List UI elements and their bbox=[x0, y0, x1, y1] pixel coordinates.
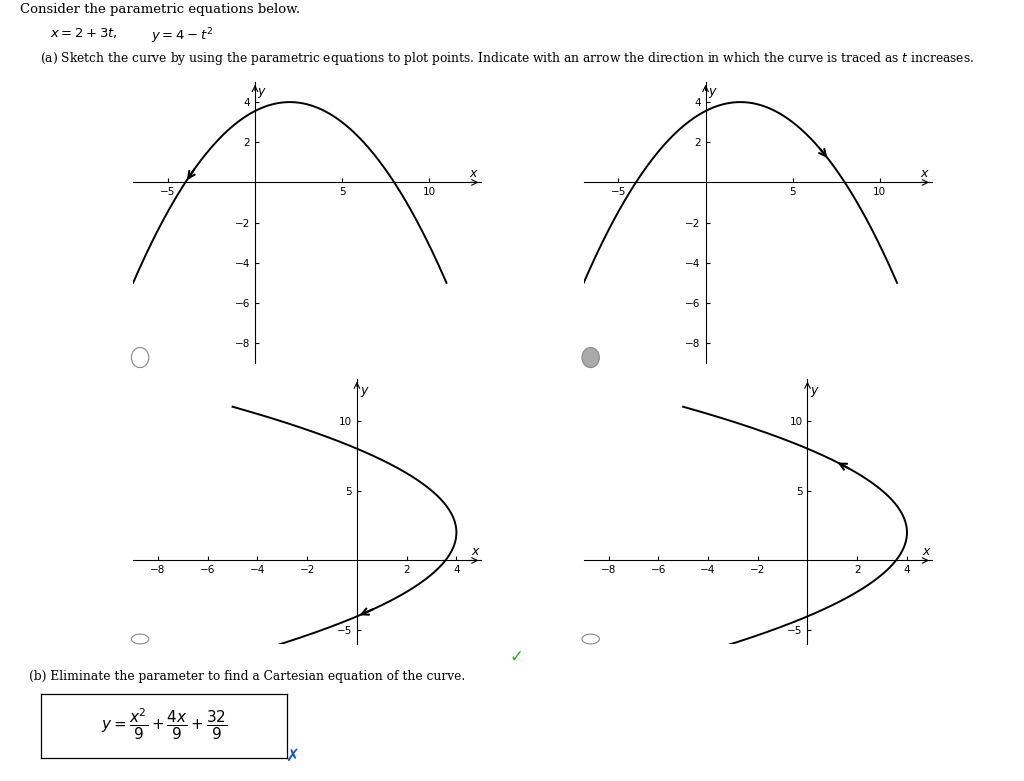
Circle shape bbox=[131, 634, 148, 644]
Text: y: y bbox=[810, 384, 818, 398]
Text: y: y bbox=[258, 85, 265, 98]
Text: Consider the parametric equations below.: Consider the parametric equations below. bbox=[20, 2, 300, 16]
Text: (b) Eliminate the parameter to find a Cartesian equation of the curve.: (b) Eliminate the parameter to find a Ca… bbox=[29, 670, 465, 683]
Text: x: x bbox=[922, 545, 930, 558]
Text: x: x bbox=[469, 167, 477, 180]
Text: y: y bbox=[359, 384, 368, 398]
Text: y: y bbox=[709, 85, 716, 98]
Text: x: x bbox=[920, 167, 928, 180]
Circle shape bbox=[131, 348, 148, 368]
Text: $x = 2 + 3t,$: $x = 2 + 3t,$ bbox=[50, 27, 118, 41]
Text: $y = 4 - t^2$: $y = 4 - t^2$ bbox=[151, 27, 213, 46]
Text: ✓: ✓ bbox=[510, 647, 523, 666]
Circle shape bbox=[582, 348, 599, 368]
Text: x: x bbox=[471, 545, 479, 558]
Text: ✗: ✗ bbox=[285, 747, 299, 765]
Circle shape bbox=[582, 634, 599, 644]
Text: $y = \dfrac{x^2}{9} + \dfrac{4x}{9} + \dfrac{32}{9}$: $y = \dfrac{x^2}{9} + \dfrac{4x}{9} + \d… bbox=[100, 707, 227, 742]
Text: (a) Sketch the curve by using the parametric equations to plot points. Indicate : (a) Sketch the curve by using the parame… bbox=[40, 50, 975, 66]
